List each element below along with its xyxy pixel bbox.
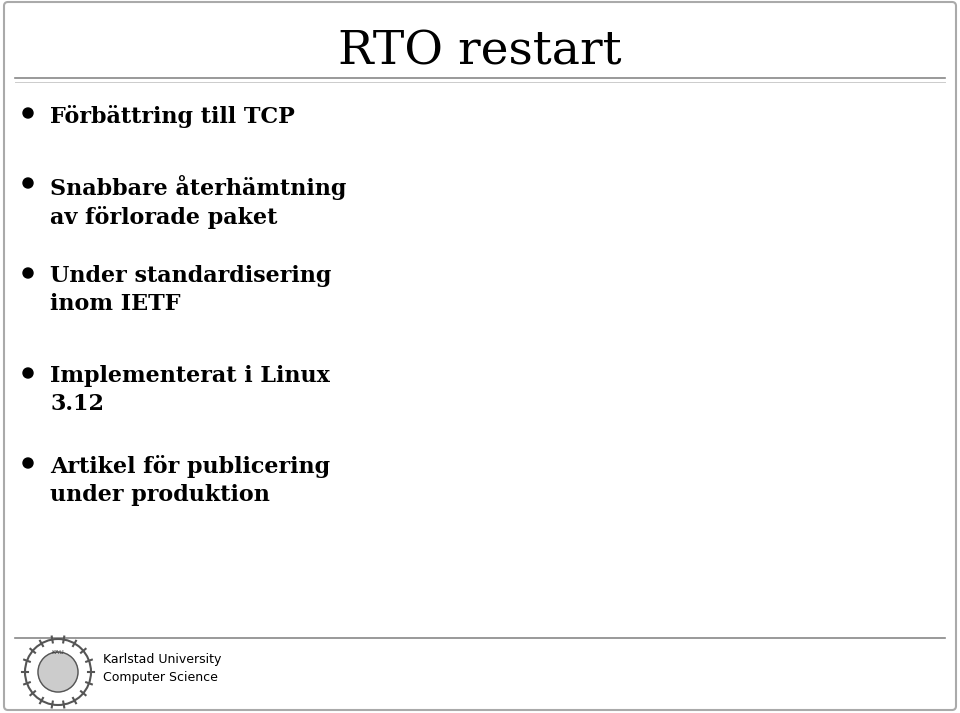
Text: Förbättring till TCP: Förbättring till TCP (50, 105, 295, 128)
Circle shape (23, 268, 33, 278)
Text: Implementerat i Linux
3.12: Implementerat i Linux 3.12 (50, 365, 330, 415)
Text: Computer Science: Computer Science (103, 672, 218, 684)
Bar (667, 307, 712, 574)
Text: Under standardisering
inom IETF: Under standardisering inom IETF (50, 265, 331, 315)
Text: Snabbare återhämtning
av förlorade paket: Snabbare återhämtning av förlorade paket (50, 175, 347, 230)
Bar (569, 248, 615, 574)
Circle shape (23, 368, 33, 378)
Y-axis label: Flow Completion Time [ms]: Flow Completion Time [ms] (446, 281, 460, 443)
Text: RTO restart: RTO restart (338, 29, 622, 75)
Circle shape (38, 652, 78, 692)
Circle shape (23, 458, 33, 468)
X-axis label: Flow Size: Flow Size (673, 605, 753, 620)
Text: KAU: KAU (52, 650, 64, 655)
Text: Karlstad University: Karlstad University (103, 654, 222, 667)
FancyBboxPatch shape (4, 2, 956, 710)
Title: 1% packet loss: 1% packet loss (660, 132, 765, 145)
Bar (712, 245, 758, 574)
Circle shape (23, 178, 33, 188)
Text: Artikel för publicering
under produktion: Artikel för publicering under produktion (50, 455, 330, 506)
Circle shape (23, 108, 33, 118)
Bar (523, 307, 569, 574)
Legend: RTO restart, w/o RTO restart: RTO restart, w/o RTO restart (462, 594, 585, 629)
Bar (856, 213, 902, 574)
Bar (810, 252, 856, 574)
